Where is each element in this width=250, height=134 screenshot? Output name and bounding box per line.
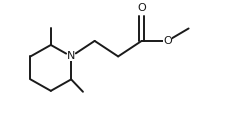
Text: O: O	[137, 3, 146, 14]
Text: O: O	[163, 36, 172, 46]
Text: N: N	[67, 51, 75, 61]
